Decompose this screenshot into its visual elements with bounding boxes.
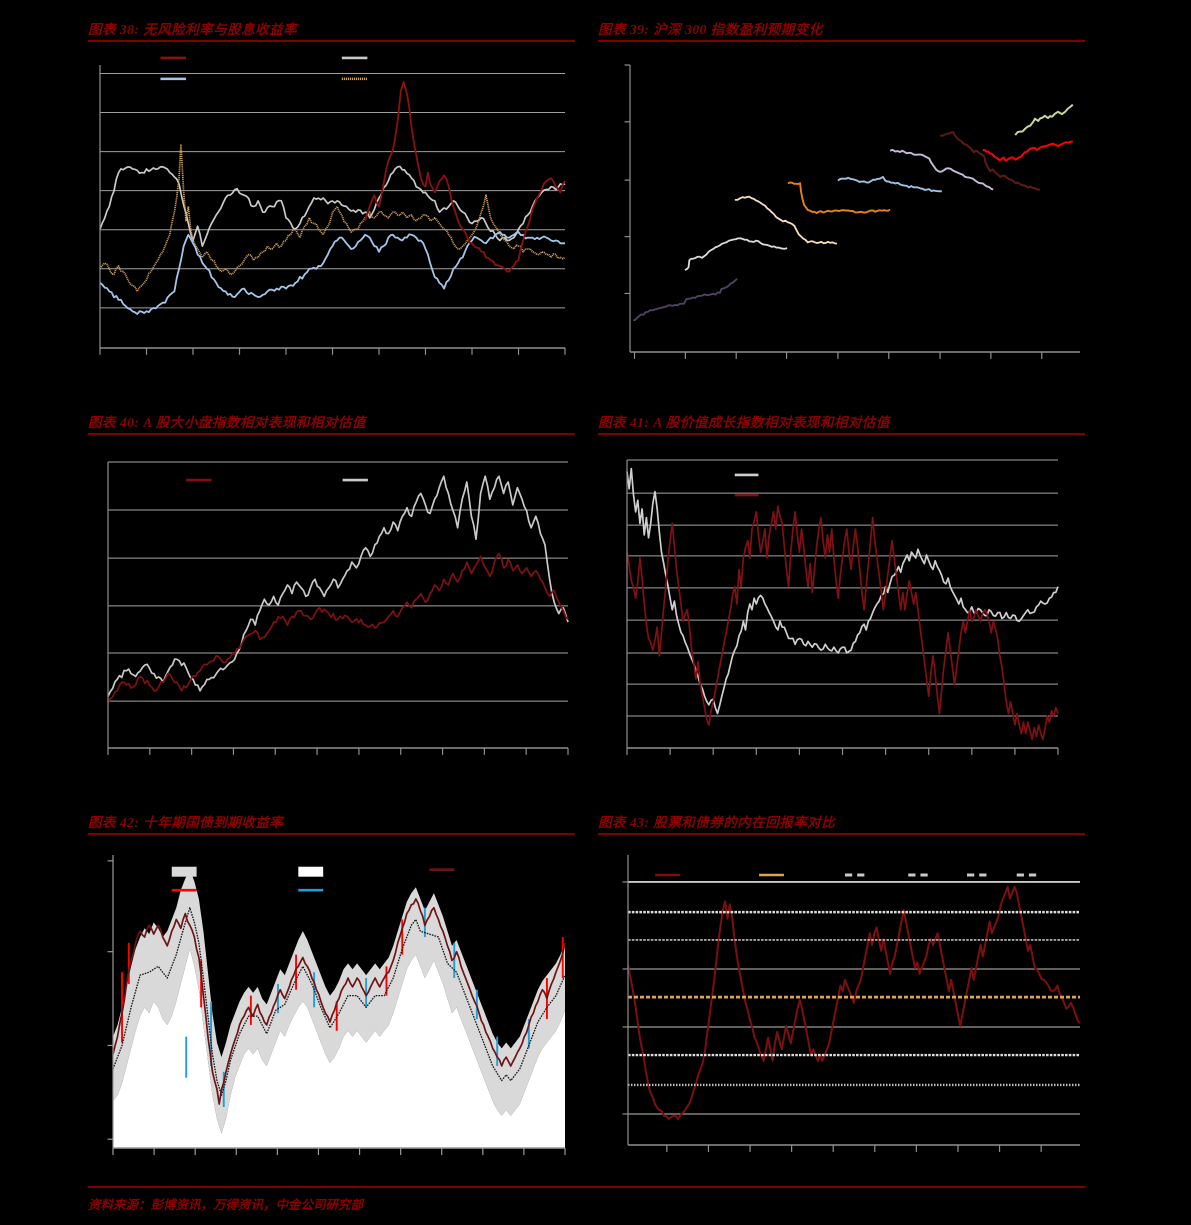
figure-42: 图表 42: 十年期国债到期收益率 xyxy=(88,815,575,1148)
chart-canvas xyxy=(108,462,568,748)
figure-42-title: 图表 42: 十年期国债到期收益率 xyxy=(88,815,284,830)
chart-canvas xyxy=(630,65,1080,352)
figure-41-title: 图表 41: A 股价值成长指数相对表现和相对估值 xyxy=(598,415,890,430)
chart-canvas xyxy=(113,855,565,1148)
chart-value-growth-relative xyxy=(627,460,1085,748)
chart-canvas xyxy=(628,855,1080,1145)
figure-39-title: 图表 39: 沪深 300 指数盈利预期变化 xyxy=(598,22,823,37)
chart-large-small-cap-relative xyxy=(108,462,575,748)
figure-38-title-rule xyxy=(88,40,575,42)
figure-38: 图表 38: 无风险利率与股息收益率 xyxy=(88,22,575,348)
chart-stock-bond-intrinsic-return xyxy=(628,855,1085,1145)
legend-swatch xyxy=(298,866,324,877)
chart-10y-treasury-yield xyxy=(113,855,575,1148)
legend-swatch xyxy=(171,866,197,877)
figure-43: 图表 43: 股票和债券的内在回报率对比 xyxy=(598,815,1085,1145)
figure-42-title-rule xyxy=(88,833,575,835)
source-footer: 资料来源：彭博资讯，万得资讯，中金公司研究部 xyxy=(88,1186,1085,1213)
chart-risk-free-vs-dividend-yield xyxy=(100,65,575,348)
figure-43-title-rule xyxy=(598,833,1085,835)
figure-41: 图表 41: A 股价值成长指数相对表现和相对估值 xyxy=(598,415,1085,748)
figure-39: 图表 39: 沪深 300 指数盈利预期变化 xyxy=(598,22,1085,352)
figure-43-title: 图表 43: 股票和债券的内在回报率对比 xyxy=(598,815,836,830)
footer-rule xyxy=(88,1186,1085,1188)
figure-39-title-rule xyxy=(598,40,1085,42)
figure-40-title: 图表 40: A 股大小盘指数相对表现和相对估值 xyxy=(88,415,366,430)
figure-40-title-rule xyxy=(88,433,575,435)
chart-csi300-earnings-revision xyxy=(630,65,1085,352)
source-text: 资料来源：彭博资讯，万得资讯，中金公司研究部 xyxy=(88,1198,364,1212)
chart-canvas xyxy=(100,65,565,348)
figure-40: 图表 40: A 股大小盘指数相对表现和相对估值 xyxy=(88,415,575,748)
chart-canvas xyxy=(627,460,1058,748)
figure-41-title-rule xyxy=(598,433,1085,435)
figure-38-title: 图表 38: 无风险利率与股息收益率 xyxy=(88,22,298,37)
